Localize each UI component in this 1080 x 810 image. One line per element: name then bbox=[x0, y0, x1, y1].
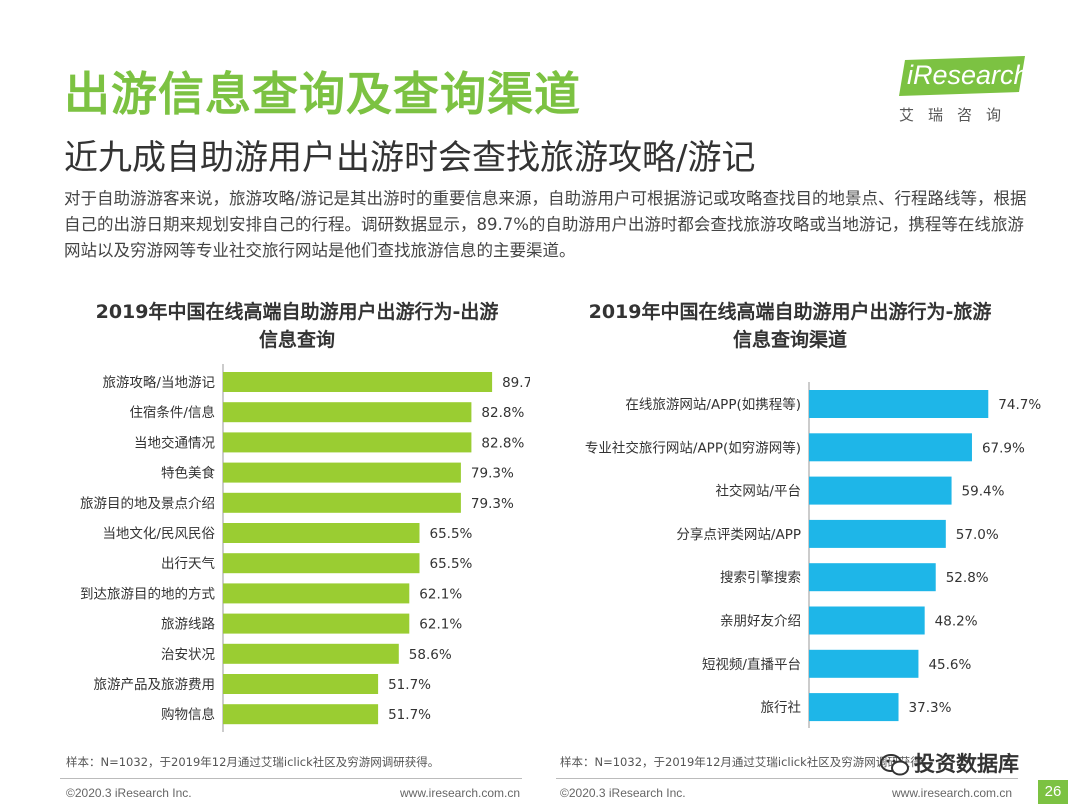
left-url: www.iresearch.com.cn bbox=[400, 786, 521, 800]
left-chart-title: 2019年中国在线高端自助游用户出游行为-出游 信息查询 bbox=[52, 298, 542, 354]
left-category-label: 特色美食 bbox=[161, 465, 215, 482]
left-bar bbox=[223, 402, 472, 423]
right-bar bbox=[809, 390, 989, 418]
left-bar bbox=[223, 674, 379, 694]
left-bar bbox=[223, 643, 399, 664]
left-value-label: 51.7% bbox=[388, 677, 431, 693]
logo-subtext: 艾瑞咨询 bbox=[899, 106, 1016, 124]
right-chart-title: 2019年中国在线高端自助游用户出游行为-旅游 信息查询渠道 bbox=[545, 298, 1035, 354]
right-bar-chart: 在线旅游网站/APP(如携程等) 74.7% 专业社交旅行网站/APP(如穷游网等)… bbox=[585, 382, 1041, 728]
left-category-label: 到达旅游目的地的方式 bbox=[80, 586, 215, 602]
right-category-label: 搜索引擎搜索 bbox=[720, 570, 801, 586]
logo-text: iResearch bbox=[907, 60, 1029, 90]
left-category-label: 当地文化/民风民俗 bbox=[102, 526, 215, 542]
page-number: 26 bbox=[1038, 780, 1068, 804]
right-category-label: 社交网站/平台 bbox=[715, 483, 801, 500]
right-footer-divider bbox=[556, 778, 1018, 779]
right-value-label: 45.6% bbox=[928, 657, 971, 673]
left-category-label: 出行天气 bbox=[161, 556, 215, 572]
right-sample-note: 样本：N=1032，于2019年12月通过艾瑞iclick社区及穷游网调研获得。 bbox=[560, 755, 934, 769]
left-copyright: ©2020.3 iResearch Inc. bbox=[66, 786, 192, 800]
left-category-label: 治安状况 bbox=[161, 647, 215, 663]
right-category-label: 分享点评类网站/APP bbox=[676, 526, 801, 543]
left-value-label: 79.3% bbox=[471, 466, 514, 482]
left-value-label: 82.8% bbox=[481, 435, 524, 451]
right-value-label: 57.0% bbox=[956, 527, 999, 543]
right-chart-title-line-2: 信息查询渠道 bbox=[732, 329, 847, 351]
left-sample-note: 样本：N=1032，于2019年12月通过艾瑞iclick社区及穷游网调研获得。 bbox=[66, 755, 440, 769]
right-category-label: 旅行社 bbox=[761, 700, 802, 716]
right-bar bbox=[809, 563, 936, 592]
logo-banner bbox=[899, 56, 1025, 96]
left-category-label: 旅游产品及旅游费用 bbox=[94, 677, 216, 693]
left-value-label: 62.1% bbox=[419, 617, 462, 633]
left-category-label: 当地交通情况 bbox=[134, 434, 215, 451]
right-value-label: 59.4% bbox=[962, 484, 1005, 500]
left-value-label: 58.6% bbox=[409, 647, 452, 663]
right-value-label: 48.2% bbox=[935, 614, 978, 630]
left-value-label: 82.8% bbox=[481, 405, 524, 421]
right-copyright: ©2020.3 iResearch Inc. bbox=[560, 786, 686, 800]
left-category-label: 住宿条件/信息 bbox=[129, 404, 215, 421]
left-value-label: 89.7% bbox=[502, 375, 530, 391]
left-value-label: 65.5% bbox=[430, 526, 473, 542]
right-chart-title-line-1: 2019年中国在线高端自助游用户出游行为-旅游 bbox=[588, 301, 992, 323]
left-bar bbox=[223, 523, 420, 543]
right-bar bbox=[809, 606, 925, 635]
left-bar-chart: 旅游攻略/当地游记 89.7% 住宿条件/信息 82.8% 当地交通情况 82.8% 特色美… bbox=[80, 364, 530, 732]
wechat-icon bbox=[880, 754, 909, 776]
right-bar bbox=[809, 649, 919, 678]
left-value-label: 51.7% bbox=[388, 707, 431, 723]
right-category-label: 短视频/直播平台 bbox=[702, 657, 801, 673]
left-chart-title-line-1: 2019年中国在线高端自助游用户出游行为-出游 bbox=[95, 301, 499, 323]
left-footer-divider bbox=[60, 778, 522, 779]
left-bar bbox=[223, 432, 472, 453]
right-bar bbox=[809, 476, 952, 505]
left-bar bbox=[223, 553, 420, 574]
left-bar bbox=[223, 462, 461, 483]
left-value-label: 65.5% bbox=[430, 556, 473, 572]
left-value-label: 62.1% bbox=[419, 586, 462, 602]
right-url: www.iresearch.com.cn bbox=[892, 786, 1013, 800]
left-bar bbox=[223, 583, 410, 604]
right-value-label: 67.9% bbox=[982, 440, 1025, 456]
watermark-text: 投资数据库 bbox=[914, 752, 1019, 776]
watermark: 投资数据库 bbox=[880, 748, 1019, 778]
left-bar bbox=[223, 613, 410, 634]
right-value-label: 74.7% bbox=[998, 397, 1041, 413]
iresearch-logo: iResearch 艾瑞咨询 bbox=[893, 56, 1033, 128]
page-title: 出游信息查询及查询渠道 bbox=[64, 67, 581, 121]
description-text: 对于自助游游客来说，旅游攻略/游记是其出游时的重要信息来源，自助游用户可根据游记… bbox=[64, 189, 1027, 260]
right-value-label: 37.3% bbox=[909, 700, 952, 716]
page-subtitle: 近九成自助游用户出游时会查找旅游攻略/游记 bbox=[64, 138, 756, 178]
left-category-label: 购物信息 bbox=[161, 706, 215, 723]
left-bar bbox=[223, 704, 379, 725]
left-category-label: 旅游线路 bbox=[161, 617, 215, 633]
left-category-label: 旅游攻略/当地游记 bbox=[102, 375, 215, 391]
left-category-label: 旅游目的地及景点介绍 bbox=[80, 496, 215, 512]
right-category-label: 在线旅游网站/APP(如携程等) bbox=[625, 396, 801, 413]
left-value-label: 79.3% bbox=[471, 496, 514, 512]
right-category-label: 专业社交旅行网站/APP(如穷游网等) bbox=[585, 439, 801, 456]
right-bar bbox=[809, 519, 946, 548]
left-bar bbox=[223, 492, 461, 513]
right-bar bbox=[809, 693, 899, 722]
left-chart-title-line-2: 信息查询 bbox=[258, 329, 335, 351]
right-category-label: 亲朋好友介绍 bbox=[720, 614, 801, 630]
right-value-label: 52.8% bbox=[946, 570, 989, 586]
left-bar bbox=[223, 372, 493, 392]
right-bar bbox=[809, 433, 972, 462]
